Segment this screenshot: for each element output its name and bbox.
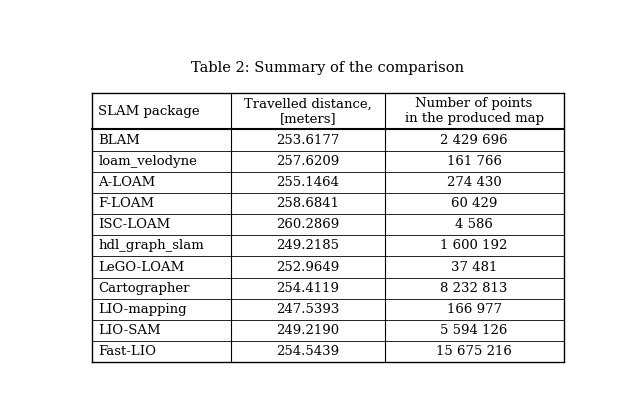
Text: 252.9649: 252.9649 (276, 260, 340, 273)
Text: SLAM package: SLAM package (99, 105, 200, 118)
Text: Fast-LIO: Fast-LIO (99, 345, 156, 358)
Text: LeGO-LOAM: LeGO-LOAM (99, 260, 184, 273)
Text: Cartographer: Cartographer (99, 282, 190, 295)
Text: LIO-mapping: LIO-mapping (99, 303, 187, 316)
Text: 60 429: 60 429 (451, 197, 497, 210)
Text: 254.5439: 254.5439 (276, 345, 340, 358)
Text: 257.6209: 257.6209 (276, 155, 340, 168)
Text: 249.2190: 249.2190 (276, 324, 340, 337)
Text: hdl_graph_slam: hdl_graph_slam (99, 239, 204, 253)
Text: 4 586: 4 586 (455, 218, 493, 231)
Text: BLAM: BLAM (99, 134, 140, 146)
Text: 8 232 813: 8 232 813 (440, 282, 508, 295)
Text: 254.4119: 254.4119 (276, 282, 339, 295)
Text: 274 430: 274 430 (447, 176, 502, 189)
Text: Travelled distance,
[meters]: Travelled distance, [meters] (244, 97, 372, 125)
Text: 5 594 126: 5 594 126 (440, 324, 508, 337)
Text: LIO-SAM: LIO-SAM (99, 324, 161, 337)
Text: ISC-LOAM: ISC-LOAM (99, 218, 171, 231)
Text: 15 675 216: 15 675 216 (436, 345, 512, 358)
Text: A-LOAM: A-LOAM (99, 176, 156, 189)
Text: Table 2: Summary of the comparison: Table 2: Summary of the comparison (191, 61, 465, 75)
Text: 255.1464: 255.1464 (276, 176, 339, 189)
Text: 249.2185: 249.2185 (276, 239, 339, 253)
Text: 253.6177: 253.6177 (276, 134, 340, 146)
Text: 260.2869: 260.2869 (276, 218, 340, 231)
Text: 247.5393: 247.5393 (276, 303, 340, 316)
Text: 2 429 696: 2 429 696 (440, 134, 508, 146)
Text: 258.6841: 258.6841 (276, 197, 339, 210)
Text: 166 977: 166 977 (447, 303, 502, 316)
Text: 1 600 192: 1 600 192 (440, 239, 508, 253)
Text: 161 766: 161 766 (447, 155, 502, 168)
Text: F-LOAM: F-LOAM (99, 197, 154, 210)
Text: Number of points
in the produced map: Number of points in the produced map (404, 97, 543, 125)
Text: loam_velodyne: loam_velodyne (99, 155, 197, 168)
Text: 37 481: 37 481 (451, 260, 497, 273)
